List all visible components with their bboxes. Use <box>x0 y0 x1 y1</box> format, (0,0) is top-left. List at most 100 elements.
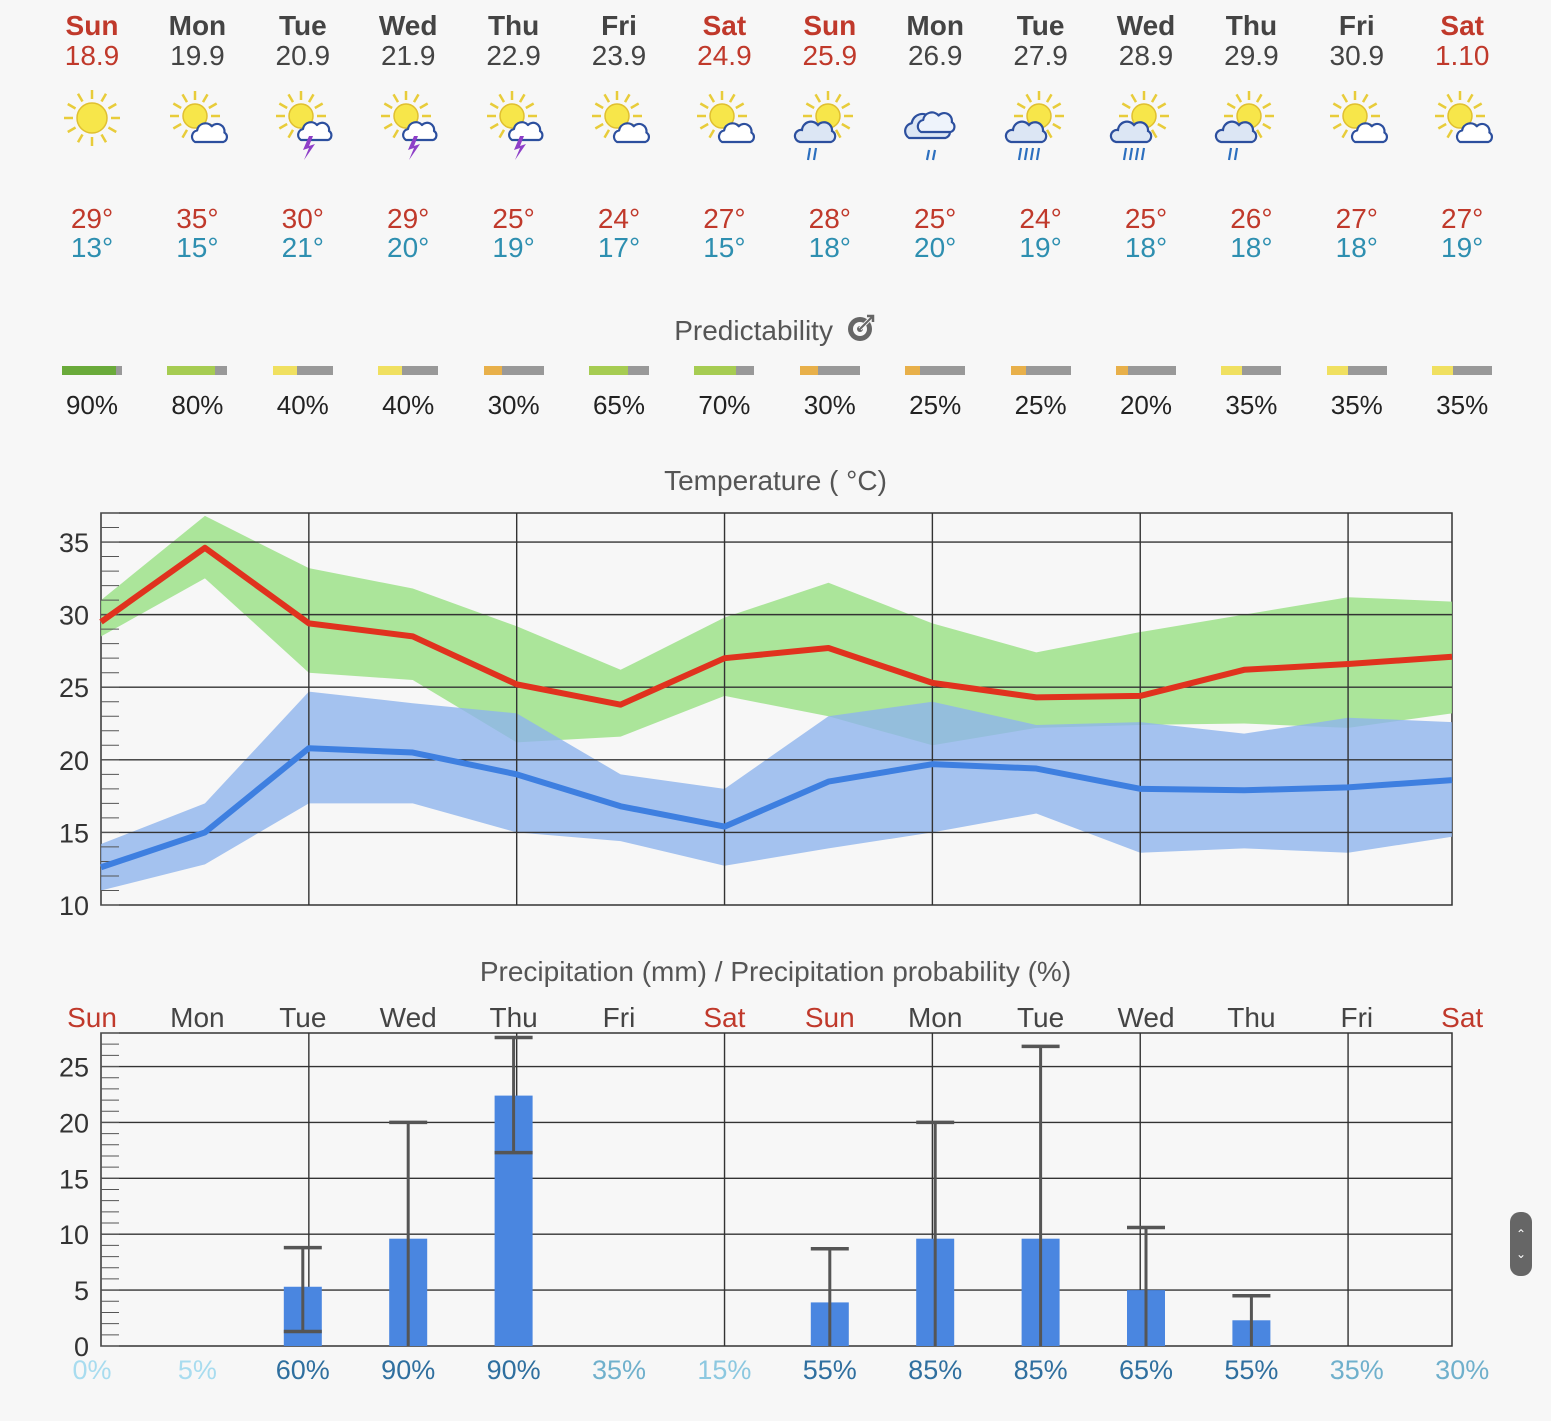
min-temp: 19° <box>492 232 535 263</box>
day-label: Sat <box>703 1002 745 1033</box>
precipitation-chart-title: Precipitation (mm) / Precipitation proba… <box>479 956 1072 987</box>
day-name: Tue <box>278 10 327 41</box>
day-label: Mon <box>170 1002 224 1033</box>
day-label: Sun <box>67 1002 117 1033</box>
max-temp: 24° <box>1019 203 1062 234</box>
sun-storm-icon <box>368 88 448 168</box>
precip-probability: 65% <box>1119 1355 1173 1385</box>
predictability-value: 30% <box>803 390 856 420</box>
day-name: Fri <box>1338 10 1375 41</box>
min-temp: 20° <box>914 232 957 263</box>
precip-probability: 85% <box>1014 1355 1068 1385</box>
max-temp: 30° <box>281 203 324 234</box>
day-label: Wed <box>380 1002 437 1033</box>
sun-cloud-icon <box>579 88 659 168</box>
day-label: Mon <box>908 1002 962 1033</box>
sun-rain-icon <box>1211 88 1291 168</box>
predictability-value: 35% <box>1225 390 1278 420</box>
predictability-bar <box>1010 366 1071 375</box>
sun-storm-icon <box>263 88 343 168</box>
min-temp: 17° <box>597 232 641 263</box>
day-label: Wed <box>1117 1002 1174 1033</box>
predictability-bar <box>694 366 755 375</box>
predictability-value: 35% <box>1436 390 1489 420</box>
predictability-value: 90% <box>65 390 119 420</box>
y-tick-label: 25 <box>59 673 89 703</box>
day-label: Fri <box>1340 1002 1373 1033</box>
min-temp: 18° <box>1335 232 1378 263</box>
sun-icon <box>52 88 132 168</box>
min-temp: 18° <box>1230 232 1273 263</box>
day-name: Wed <box>378 10 438 41</box>
day-date: 24.9 <box>697 40 752 71</box>
day-date: 27.9 <box>1013 40 1068 71</box>
min-temp-line <box>100 745 1453 871</box>
predictability-bar <box>905 366 966 375</box>
max-temp: 29° <box>70 203 114 234</box>
y-tick-label: 10 <box>59 1220 89 1250</box>
day-name: Thu <box>1225 10 1278 41</box>
predictability-label: Predictability <box>674 315 833 346</box>
y-tick-label: 20 <box>59 746 89 776</box>
min-temp: 21° <box>281 232 324 263</box>
min-temp: 19° <box>1019 232 1062 263</box>
day-label: Fri <box>603 1002 636 1033</box>
predictability-value: 20% <box>1119 390 1173 420</box>
sun-cloud-icon <box>1422 88 1502 168</box>
y-tick-label: 20 <box>59 1108 89 1138</box>
precip-probability: 85% <box>908 1355 962 1385</box>
day-name: Thu <box>487 10 540 41</box>
max-temp: 27° <box>703 203 746 234</box>
day-name: Sun <box>803 10 857 41</box>
temperature-chart-title: Temperature ( °C) <box>664 465 887 496</box>
predictability-bar <box>1432 366 1493 375</box>
max-temp: 25° <box>492 203 535 234</box>
day-name: Sat <box>702 10 747 41</box>
day-date: 25.9 <box>802 40 858 71</box>
day-date: 28.9 <box>1118 40 1174 71</box>
chevron-down-icon[interactable]: ⌄ <box>1515 1247 1527 1261</box>
sun-cloud-icon <box>1317 88 1397 168</box>
y-tick-label: 15 <box>59 818 89 848</box>
precip-probability: 35% <box>1330 1355 1384 1385</box>
max-temp: 27° <box>1441 203 1484 234</box>
sun-rain-icon <box>790 88 870 168</box>
min-temp: 18° <box>1124 232 1168 263</box>
day-date: 18.9 <box>64 40 120 71</box>
min-temp: 13° <box>70 232 114 263</box>
day-label: Sat <box>1441 1002 1483 1033</box>
day-label: Tue <box>279 1002 326 1033</box>
predictability-value: 40% <box>276 390 329 420</box>
y-tick-label: 25 <box>59 1053 89 1083</box>
y-tick-label: 35 <box>59 528 89 558</box>
day-date: 23.9 <box>591 40 647 71</box>
min-temp: 19° <box>1441 232 1484 263</box>
sun-heavy-rain-icon <box>1001 88 1081 168</box>
precip-probability: 90% <box>487 1355 541 1385</box>
day-date: 26.9 <box>907 40 963 71</box>
max-temp: 28° <box>808 203 851 234</box>
min-temp: 18° <box>808 232 851 263</box>
precipitation-chart: Sun Mon Tue Wed Thu Fri Sat Sun Mon Tue Wed Thu Fri S… <box>59 1002 1489 1385</box>
y-tick-label: 15 <box>59 1164 89 1194</box>
day-name: Tue <box>1016 10 1065 41</box>
predictability-value: 25% <box>1014 390 1067 420</box>
predictability-bar <box>167 366 228 375</box>
day-date: 19.9 <box>170 40 225 71</box>
predictability-bar <box>62 366 122 375</box>
sun-cloud-icon <box>157 88 237 168</box>
min-temp: 20° <box>387 232 430 263</box>
day-date: 30.9 <box>1329 40 1385 71</box>
max-temp-band <box>101 515 1452 746</box>
target-icon <box>847 314 874 341</box>
day-label: Thu <box>489 1002 537 1033</box>
predictability-value: 70% <box>698 390 751 420</box>
precip-probability: 55% <box>803 1355 857 1385</box>
predictability-bar <box>378 366 439 375</box>
sun-cloud-icon <box>684 88 764 168</box>
predictability-value: 65% <box>592 390 646 420</box>
chevron-up-icon[interactable]: ⌃ <box>1515 1227 1527 1241</box>
sun-heavy-rain-icon <box>1106 88 1186 168</box>
predictability-bar <box>272 366 333 375</box>
scroll-control[interactable]: ⌃ ⌄ <box>1510 1212 1532 1276</box>
